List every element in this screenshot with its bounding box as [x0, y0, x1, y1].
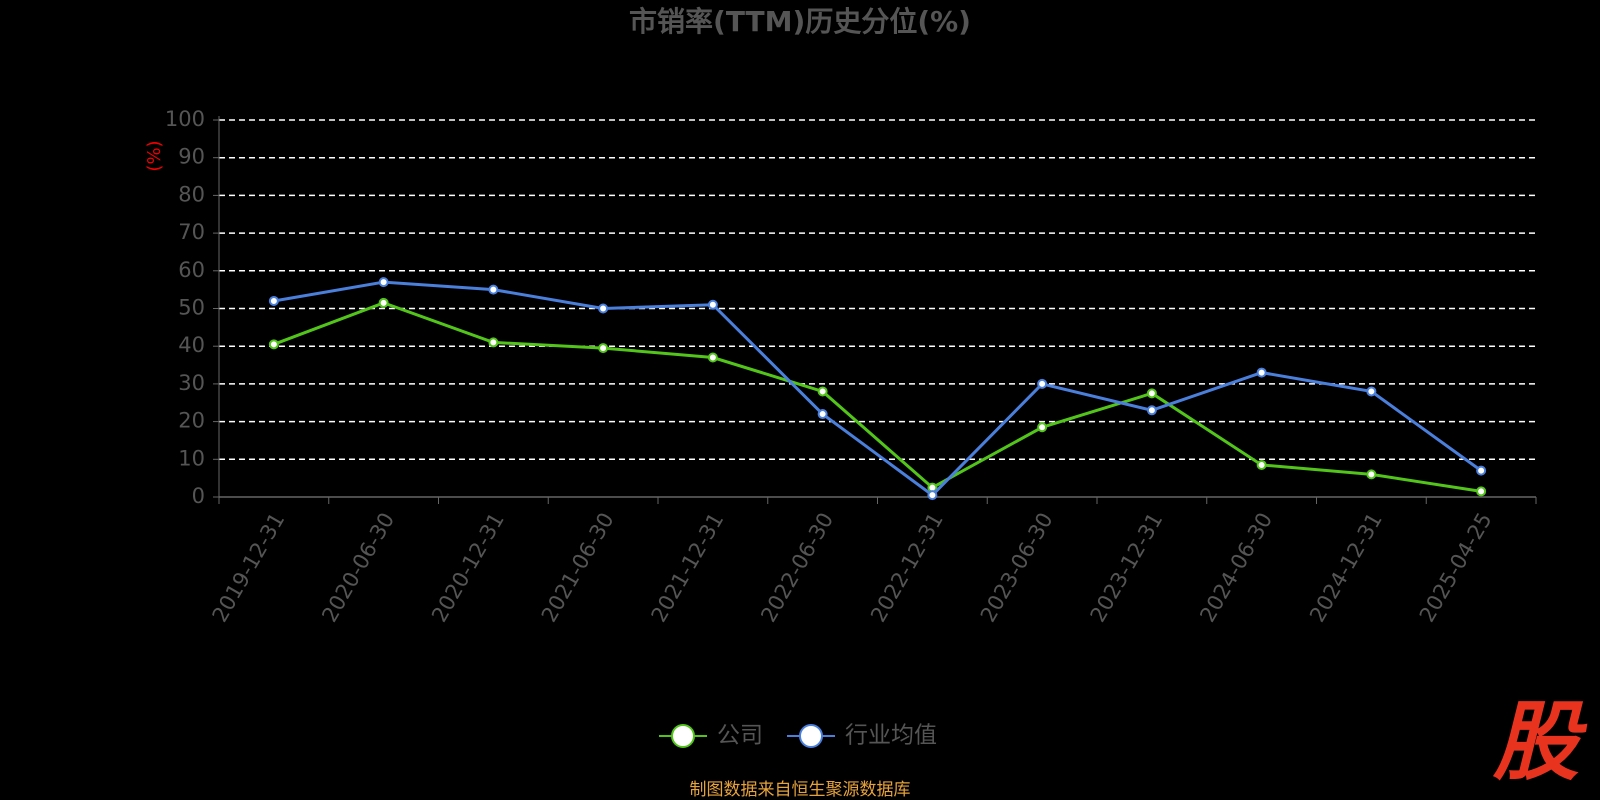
x-tick-label: 2024-06-30: [1195, 509, 1277, 627]
legend-label: 行业均值: [845, 723, 937, 749]
y-tick-label: 30: [178, 371, 205, 395]
y-tick-label: 10: [178, 446, 205, 470]
y-tick-label: 80: [178, 182, 205, 206]
source-note: 制图数据来自恒生聚源数据库: [690, 780, 911, 800]
point: [268, 339, 279, 350]
legend-marker: [671, 724, 695, 748]
x-tick-label: 2023-06-30: [976, 509, 1058, 627]
x-tick-label: 2021-12-31: [647, 509, 729, 627]
x-tick-label: 2020-06-30: [317, 509, 399, 627]
point: [707, 299, 718, 310]
x-tick-label: 2022-06-30: [756, 509, 838, 627]
point: [598, 343, 609, 354]
point: [598, 303, 609, 314]
y-tick-label: 50: [178, 296, 205, 320]
y-tick-label: 0: [192, 484, 205, 508]
watermark: 股: [1492, 692, 1588, 792]
legend-marker: [799, 724, 823, 748]
x-tick-label: 2025-04-25: [1415, 509, 1497, 627]
x-tick-label: 2022-12-31: [866, 509, 948, 627]
point: [1366, 386, 1377, 397]
y-tick-label: 60: [178, 258, 205, 282]
point: [1037, 378, 1048, 389]
point: [488, 337, 499, 348]
x-tick-label: 2019-12-31: [208, 509, 290, 627]
x-tick-label: 2020-12-31: [427, 509, 509, 627]
point: [707, 352, 718, 363]
legend-label: 公司: [717, 723, 763, 749]
y-tick-label: 100: [165, 107, 205, 131]
chart-title: 市销率(TTM)历史分位(%): [629, 5, 971, 38]
x-tick-label: 2021-06-30: [537, 509, 619, 627]
point: [1146, 405, 1157, 416]
series-line: [273, 301, 1482, 493]
point: [378, 297, 389, 308]
point: [1256, 459, 1267, 470]
point: [1146, 388, 1157, 399]
y-tick-label: 20: [178, 409, 205, 433]
point: [1476, 465, 1487, 476]
y-tick-label: 40: [178, 333, 205, 357]
point: [1037, 422, 1048, 433]
point: [268, 295, 279, 306]
series-line: [273, 280, 1483, 498]
point: [817, 386, 828, 397]
point: [378, 277, 389, 288]
point: [1366, 469, 1377, 480]
y-tick-label: 70: [178, 220, 205, 244]
point: [1256, 367, 1267, 378]
point: [488, 284, 499, 295]
y-tick-label: 90: [178, 145, 205, 169]
y-axis-label: (%): [144, 140, 165, 171]
x-tick-label: 2024-12-31: [1305, 509, 1387, 627]
point: [1476, 486, 1487, 497]
x-tick-label: 2023-12-31: [1086, 509, 1168, 627]
point: [927, 490, 938, 501]
point: [817, 409, 828, 420]
